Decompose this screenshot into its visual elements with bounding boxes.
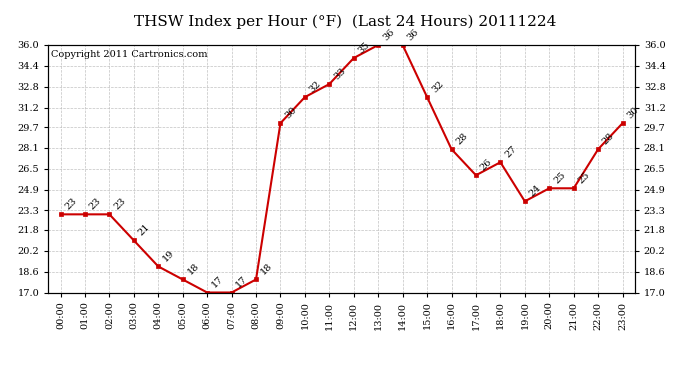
Text: 36: 36 xyxy=(381,27,396,42)
Text: 23: 23 xyxy=(63,196,79,211)
Text: 19: 19 xyxy=(161,249,176,264)
Text: 32: 32 xyxy=(430,79,445,94)
Text: 27: 27 xyxy=(503,144,518,159)
Text: 23: 23 xyxy=(88,196,103,211)
Text: 30: 30 xyxy=(283,105,298,120)
Text: 32: 32 xyxy=(308,79,323,94)
Text: 17: 17 xyxy=(210,274,225,290)
Text: 35: 35 xyxy=(357,40,372,55)
Text: 24: 24 xyxy=(528,183,543,198)
Text: 23: 23 xyxy=(112,196,128,211)
Text: 28: 28 xyxy=(454,131,469,146)
Text: 36: 36 xyxy=(406,27,420,42)
Text: 28: 28 xyxy=(601,131,616,146)
Text: 33: 33 xyxy=(332,66,347,81)
Text: 26: 26 xyxy=(479,158,494,172)
Text: 30: 30 xyxy=(625,105,640,120)
Text: 25: 25 xyxy=(552,170,567,186)
Text: 21: 21 xyxy=(137,222,152,238)
Text: THSW Index per Hour (°F)  (Last 24 Hours) 20111224: THSW Index per Hour (°F) (Last 24 Hours)… xyxy=(134,15,556,29)
Text: 17: 17 xyxy=(235,274,250,290)
Text: 25: 25 xyxy=(576,170,591,186)
Text: Copyright 2011 Cartronics.com: Copyright 2011 Cartronics.com xyxy=(51,50,208,59)
Text: 18: 18 xyxy=(259,262,274,277)
Text: 18: 18 xyxy=(186,262,201,277)
